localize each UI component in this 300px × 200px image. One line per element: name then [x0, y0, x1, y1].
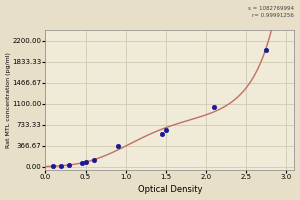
Point: [164, 128, 168, 131]
Point: [160, 132, 164, 135]
Point: [59, 164, 64, 167]
Point: [67, 163, 72, 166]
Y-axis label: Rat MTL concentration (pg/ml): Rat MTL concentration (pg/ml): [6, 52, 10, 148]
Point: [79, 162, 84, 165]
Point: [264, 48, 269, 51]
Point: [212, 105, 217, 108]
Point: [115, 144, 120, 147]
Text: s = 1082769994
r= 0.99991256: s = 1082769994 r= 0.99991256: [248, 6, 294, 18]
X-axis label: Optical Density: Optical Density: [138, 185, 202, 194]
Point: [83, 161, 88, 164]
Point: [91, 158, 96, 162]
Point: [51, 165, 56, 168]
